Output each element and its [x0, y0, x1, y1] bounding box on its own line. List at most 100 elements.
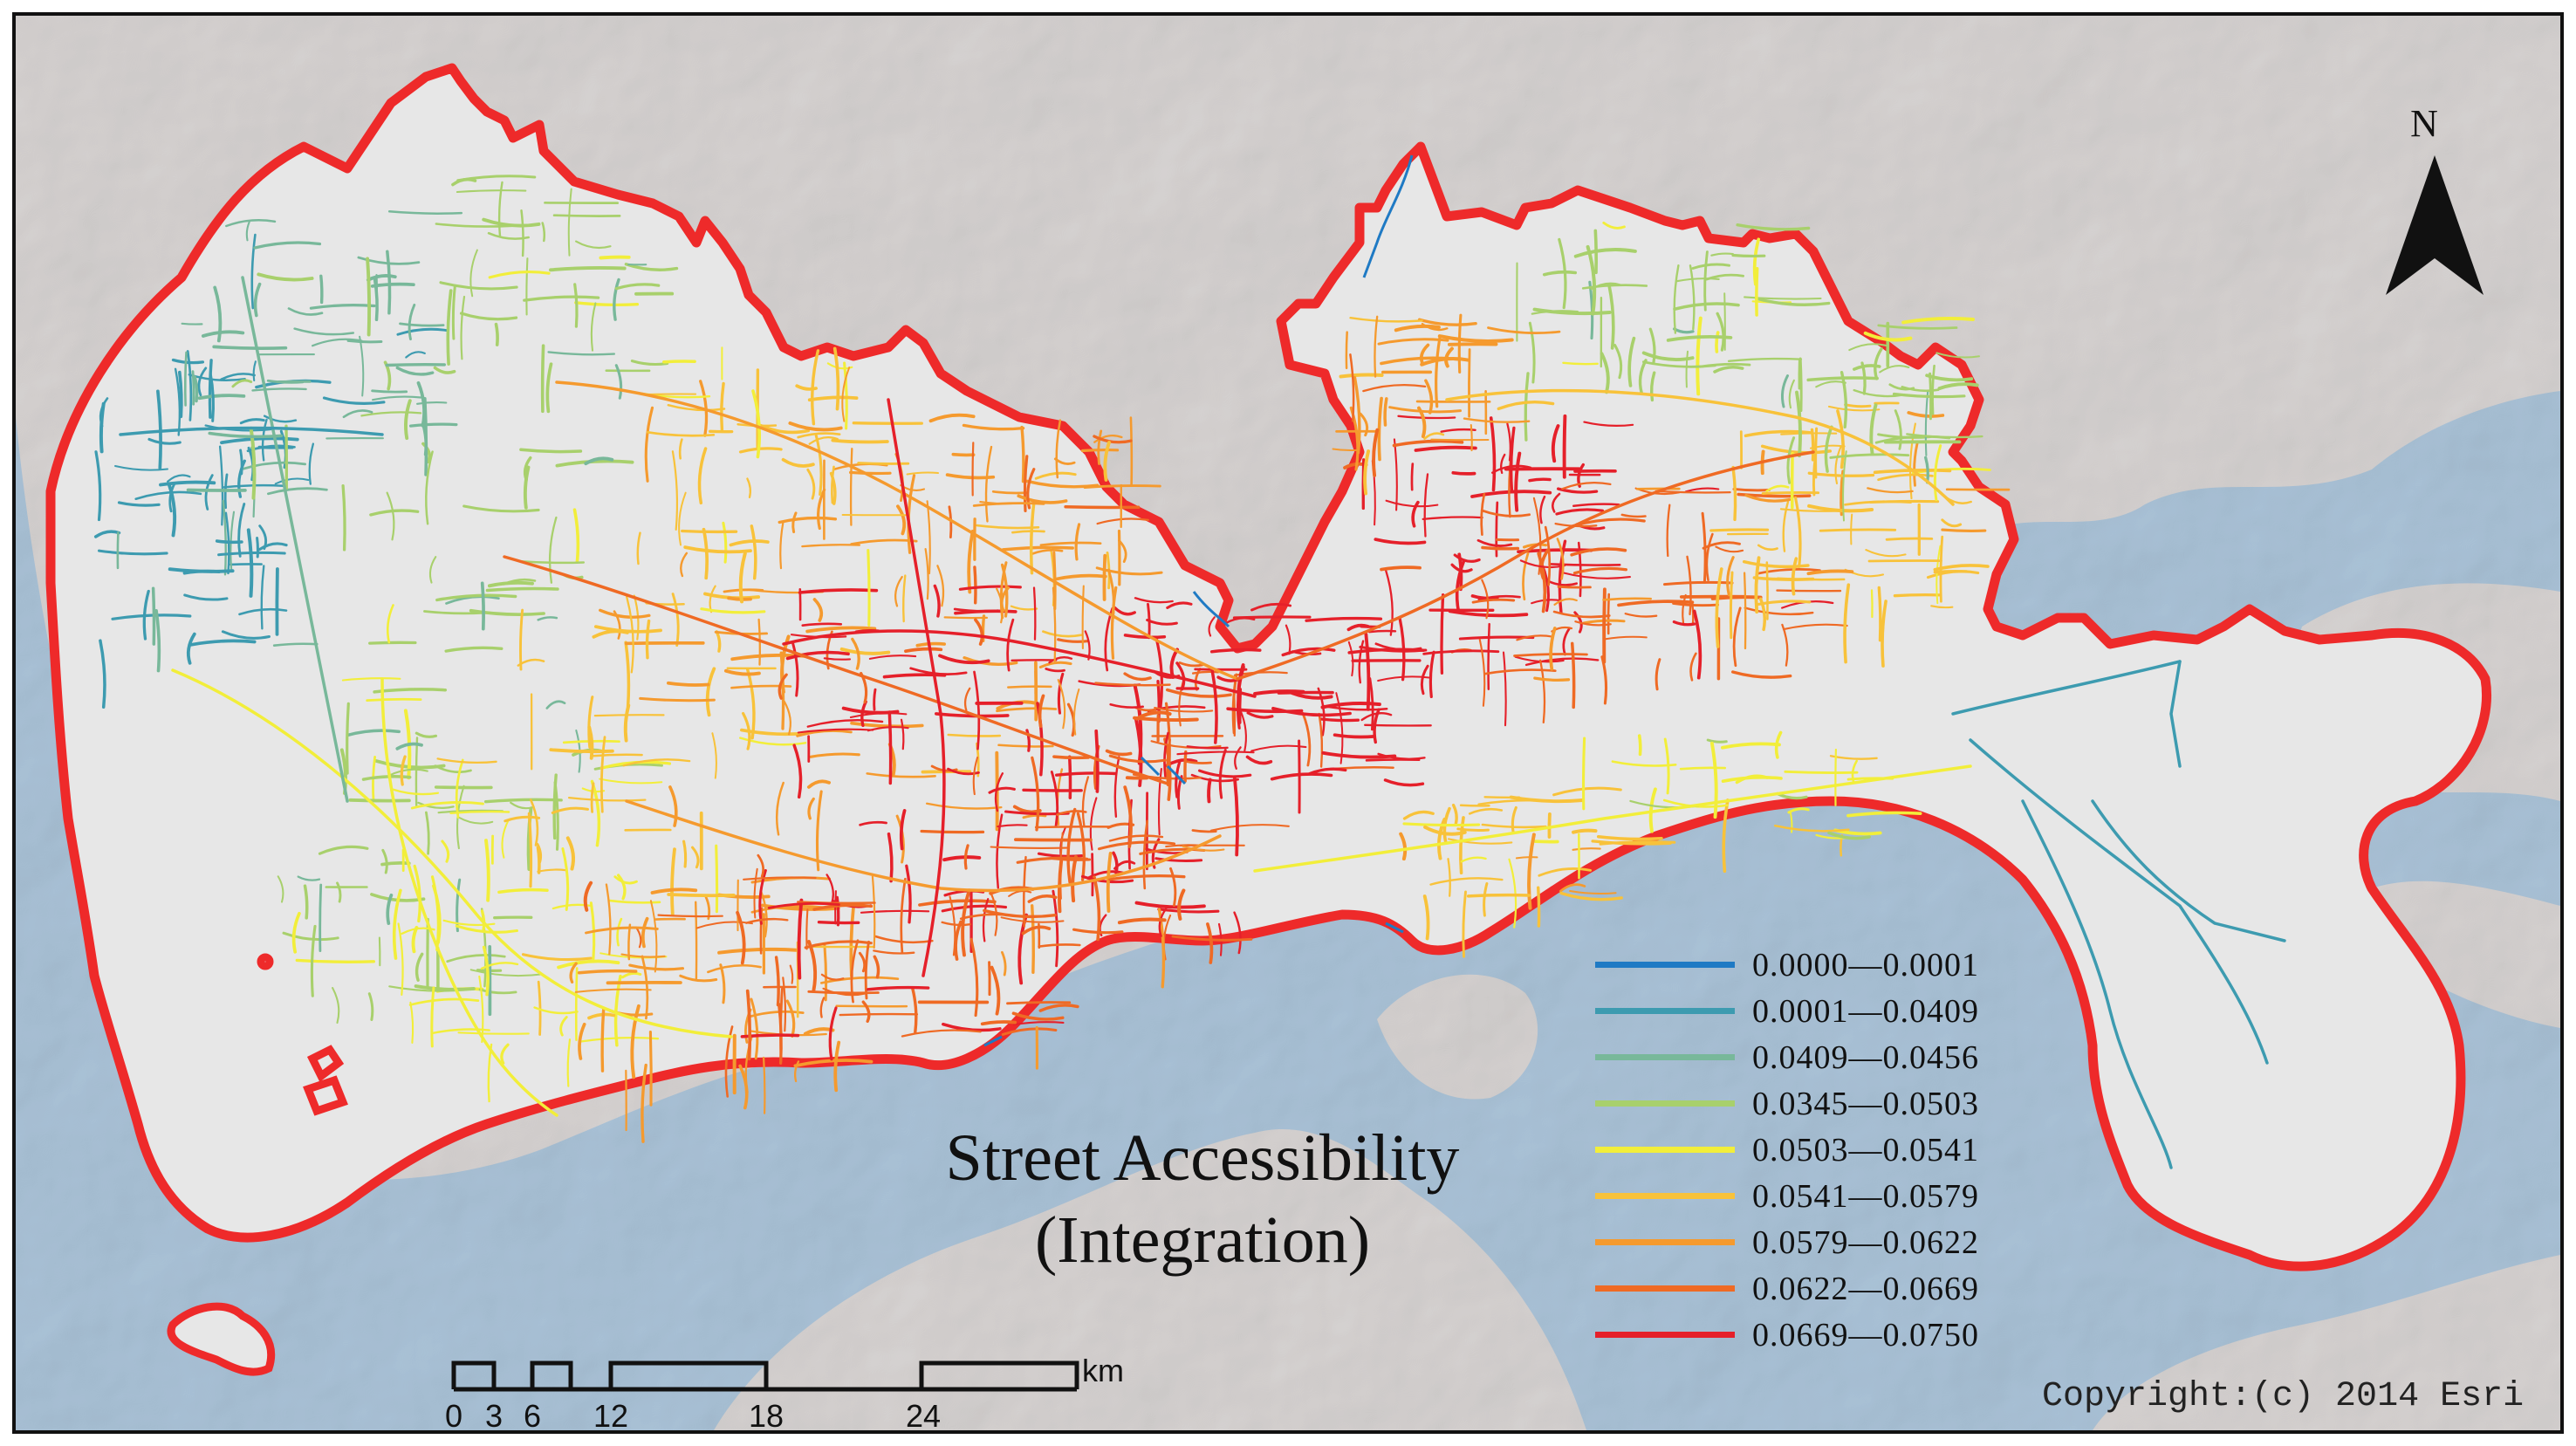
street-segment — [545, 362, 553, 414]
street-segment — [683, 545, 752, 554]
street-segment — [1117, 917, 1167, 925]
street-segment — [722, 521, 728, 564]
street-segment — [1853, 364, 1881, 371]
street-segment — [367, 992, 374, 1021]
street-segment — [720, 381, 725, 431]
street-segment — [852, 421, 923, 425]
street-segment — [1572, 566, 1628, 575]
street-segment — [114, 465, 168, 471]
street-segment — [1754, 556, 1761, 614]
arterial-road — [1236, 450, 1815, 681]
street-segment — [657, 914, 723, 918]
street-segment — [905, 864, 912, 924]
legend-item: 0.0541—0.0579 — [1595, 1174, 2066, 1220]
street-segment — [1655, 658, 1661, 691]
street-segment — [750, 997, 759, 1060]
street-segment — [1487, 622, 1490, 690]
street-segment — [573, 283, 579, 328]
street-segment — [372, 395, 422, 401]
street-segment — [996, 813, 1004, 889]
street-segment — [1468, 348, 1471, 418]
street-segment — [593, 714, 665, 717]
street-segment — [225, 218, 277, 228]
street-segment — [559, 1016, 568, 1037]
street-segment — [1197, 769, 1252, 778]
street-segment — [197, 394, 246, 401]
street-segment — [1154, 857, 1203, 863]
street-segment — [1134, 901, 1206, 909]
street-segment — [1435, 336, 1442, 408]
street-segment — [963, 656, 1018, 667]
street-segment — [574, 967, 579, 1041]
legend-swatch — [1595, 1054, 1735, 1060]
street-segment — [681, 529, 738, 534]
street-segment — [823, 657, 852, 661]
street-segment — [1171, 935, 1253, 942]
street-segment — [510, 801, 535, 810]
street-segment — [1320, 701, 1381, 709]
street-segment — [874, 935, 934, 944]
street-segment — [1095, 566, 1163, 576]
street-segment — [1508, 858, 1518, 929]
street-segment — [887, 710, 893, 785]
street-segment — [1848, 343, 1887, 352]
street-segment — [1834, 748, 1837, 806]
street-segment — [435, 593, 517, 602]
street-segment — [796, 729, 853, 737]
street-segment — [552, 903, 592, 910]
street-segment — [806, 468, 816, 500]
street-segment — [994, 772, 1004, 812]
street-segment — [724, 1025, 734, 1098]
street-segment — [387, 210, 463, 215]
street-segment — [899, 809, 907, 851]
map-canvas[interactable] — [16, 16, 2560, 1430]
street-segment — [501, 819, 510, 859]
street-segment — [409, 422, 458, 428]
arterial-road — [1253, 764, 1972, 873]
street-segment — [1528, 477, 1552, 483]
street-segment — [482, 945, 490, 997]
street-segment — [1706, 738, 1728, 744]
street-segment — [839, 647, 891, 655]
street-segment — [386, 491, 395, 541]
street-segment — [381, 848, 388, 874]
street-segment — [826, 874, 834, 905]
street-segment — [1477, 594, 1521, 601]
street-segment — [1186, 745, 1229, 750]
street-segment — [670, 847, 676, 916]
street-segment — [1422, 894, 1430, 941]
street-segment — [1163, 731, 1169, 778]
street-segment — [251, 387, 307, 392]
street-segment — [497, 181, 504, 238]
street-segment — [366, 274, 397, 282]
street-segment — [1437, 334, 1514, 343]
street-segment — [1281, 647, 1336, 657]
street-segment — [1483, 796, 1521, 799]
street-segment — [1774, 824, 1850, 833]
street-segment — [599, 608, 651, 619]
street-segment — [1836, 409, 1845, 469]
street-segment — [1583, 421, 1634, 427]
street-segment — [1349, 316, 1423, 323]
street-segment — [1679, 766, 1726, 771]
street-segment — [1022, 788, 1083, 792]
street-segment — [1038, 943, 1081, 948]
street-segment — [1374, 315, 1379, 378]
street-segment — [246, 528, 254, 598]
street-segment — [346, 729, 401, 737]
street-segment — [648, 1030, 653, 1107]
street-segment — [1827, 831, 1871, 840]
street-segment — [807, 779, 831, 789]
legend-swatch — [1595, 1193, 1735, 1199]
island-outlines[interactable] — [167, 953, 348, 1376]
street-segment — [318, 845, 369, 855]
street-segment — [1489, 416, 1497, 492]
map-frame[interactable]: Street Accessibility (Integration) 0.000… — [12, 12, 2564, 1434]
street-segment — [989, 890, 998, 936]
legend-item: 0.0503—0.0541 — [1595, 1127, 2066, 1174]
street-segment — [613, 278, 620, 321]
street-segment — [593, 625, 662, 634]
street-segment — [778, 516, 838, 524]
street-segment — [616, 874, 627, 901]
street-segment — [1209, 648, 1262, 654]
